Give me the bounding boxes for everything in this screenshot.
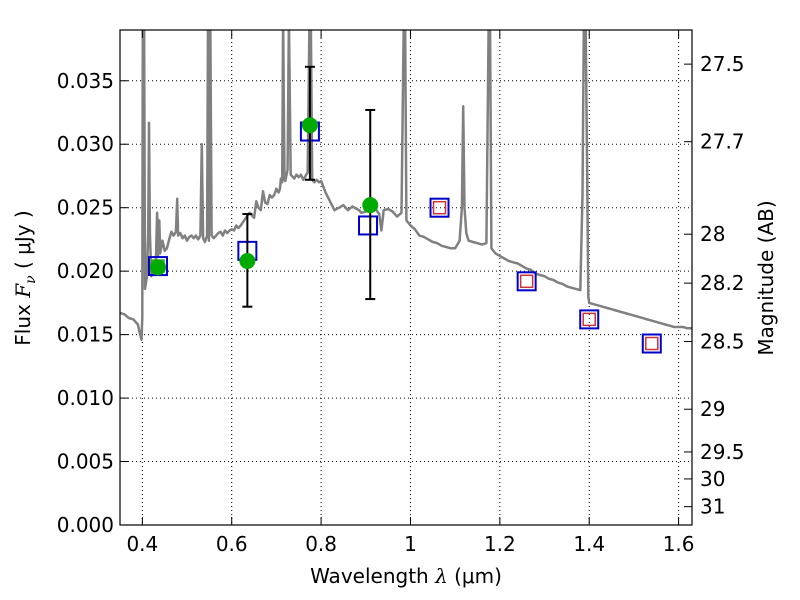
x-tick-label-1: 0.6 — [216, 532, 248, 556]
observed-upper-box-5 — [519, 274, 534, 289]
plot-area — [120, 30, 692, 341]
observed-upper-box-7 — [645, 336, 659, 351]
y2-tick-label-4: 28.5 — [700, 330, 745, 354]
y-tick-label-7: 0.035 — [57, 69, 114, 93]
x-axis: 0.4 0.6 0.8 1 1.2 1.4 1.6 — [126, 30, 695, 556]
markers — [147, 65, 662, 354]
y-tick-label-3: 0.015 — [57, 323, 114, 347]
x-tick-label-6: 1.6 — [663, 532, 695, 556]
observed-upper-box-6 — [582, 312, 596, 327]
x-tick-label-3: 1 — [404, 532, 417, 556]
y2-tick-label-3: 28.2 — [700, 271, 745, 295]
model-photometry-box-3 — [358, 215, 379, 236]
y-tick-label-4: 0.020 — [57, 259, 114, 283]
y-tick-label-2: 0.010 — [57, 386, 114, 410]
model-photometry-box-6 — [579, 309, 600, 330]
x-axis-label: Wavelength λ (μm) — [310, 564, 502, 588]
x-tick-label-2: 0.8 — [305, 532, 337, 556]
y2-tick-label-7: 30 — [700, 467, 725, 491]
y2-axis: 27.5 27.7 28 28.2 28.5 29 29.5 30 31 — [684, 52, 745, 519]
observed-flux-point-2 — [301, 117, 318, 134]
y-tick-label-0: 0.000 — [57, 513, 114, 537]
y2-tick-label-2: 28 — [700, 222, 725, 246]
y-tick-label-6: 0.030 — [57, 132, 114, 156]
model-photometry-box-7 — [641, 333, 662, 354]
model-photometry-box-4 — [429, 197, 450, 218]
y-tick-label-1: 0.005 — [57, 450, 114, 474]
x-tick-label-5: 1.4 — [573, 532, 605, 556]
model-photometry-box-5 — [516, 271, 537, 292]
x-tick-label-0: 0.4 — [126, 532, 158, 556]
observed-upper-box-4 — [432, 200, 447, 215]
observed-flux-point-0 — [149, 259, 166, 276]
y-axis-label: Flux Fν ( μJy ) — [11, 210, 39, 345]
y-tick-label-5: 0.025 — [57, 196, 114, 220]
y-axis: 0.000 0.005 0.010 0.015 0.020 0.025 0.030 0.035 — [57, 69, 128, 537]
observed-flux-point-1 — [239, 253, 256, 269]
y2-tick-label-8: 31 — [700, 495, 725, 519]
y2-tick-label-6: 29.5 — [700, 440, 745, 464]
y2-tick-label-5: 29 — [700, 397, 725, 421]
plot-frame — [119, 29, 693, 526]
y2-axis-label: Magnitude (AB) — [754, 200, 778, 355]
observed-flux-point-3 — [362, 197, 379, 214]
y2-tick-label-0: 27.5 — [700, 52, 745, 76]
y2-tick-label-1: 27.7 — [700, 130, 745, 154]
x-tick-label-4: 1.2 — [484, 532, 516, 556]
model-spectrum-line — [120, 30, 692, 341]
